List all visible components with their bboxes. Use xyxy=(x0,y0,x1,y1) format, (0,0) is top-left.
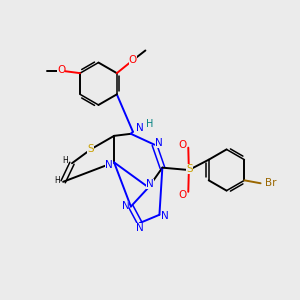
Text: N: N xyxy=(105,160,113,170)
Text: Br: Br xyxy=(265,178,277,188)
Text: H: H xyxy=(63,156,68,165)
Text: N: N xyxy=(146,179,154,189)
Text: O: O xyxy=(57,65,65,75)
Text: O: O xyxy=(129,55,137,65)
Text: H: H xyxy=(146,119,154,129)
Text: N: N xyxy=(122,201,129,211)
Text: H: H xyxy=(54,176,59,185)
Text: N: N xyxy=(136,223,144,233)
Text: S: S xyxy=(87,143,94,154)
Text: N: N xyxy=(155,138,163,148)
Text: N: N xyxy=(136,123,143,133)
Text: O: O xyxy=(179,190,187,200)
Text: O: O xyxy=(179,140,187,150)
Text: S: S xyxy=(186,164,193,174)
Text: N: N xyxy=(161,211,169,221)
